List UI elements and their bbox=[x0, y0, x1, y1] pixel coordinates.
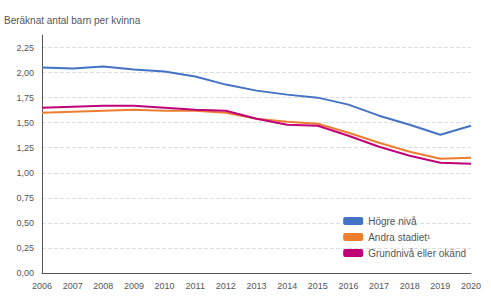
svg-text:2016: 2016 bbox=[338, 281, 358, 291]
svg-text:2007: 2007 bbox=[63, 281, 83, 291]
svg-text:2,00: 2,00 bbox=[16, 68, 34, 78]
svg-text:Beräknat antal barn per kvinna: Beräknat antal barn per kvinna bbox=[4, 15, 141, 26]
svg-text:1,00: 1,00 bbox=[16, 168, 34, 178]
svg-text:2008: 2008 bbox=[93, 281, 113, 291]
svg-text:0,00: 0,00 bbox=[16, 268, 34, 278]
svg-text:2009: 2009 bbox=[124, 281, 144, 291]
svg-text:2011: 2011 bbox=[186, 281, 205, 291]
svg-text:2015: 2015 bbox=[308, 281, 328, 291]
svg-text:1,25: 1,25 bbox=[16, 143, 34, 153]
svg-text:2020: 2020 bbox=[461, 281, 481, 291]
svg-text:2019: 2019 bbox=[430, 281, 450, 291]
svg-text:Högre nivå: Högre nivå bbox=[368, 216, 417, 227]
svg-text:0,25: 0,25 bbox=[16, 243, 34, 253]
svg-text:2013: 2013 bbox=[246, 281, 266, 291]
svg-text:2017: 2017 bbox=[369, 281, 389, 291]
svg-text:2006: 2006 bbox=[32, 281, 52, 291]
svg-text:2018: 2018 bbox=[400, 281, 420, 291]
svg-text:2,25: 2,25 bbox=[16, 43, 34, 53]
svg-text:Grundnivå eller okänd: Grundnivå eller okänd bbox=[368, 248, 466, 259]
svg-text:Andra stadiet¹: Andra stadiet¹ bbox=[368, 232, 431, 243]
svg-text:0,50: 0,50 bbox=[16, 218, 34, 228]
svg-text:2012: 2012 bbox=[216, 281, 236, 291]
svg-text:1,75: 1,75 bbox=[16, 93, 34, 103]
svg-text:2014: 2014 bbox=[277, 281, 297, 291]
svg-text:2010: 2010 bbox=[155, 281, 175, 291]
svg-text:0,75: 0,75 bbox=[16, 193, 34, 203]
svg-text:1,50: 1,50 bbox=[16, 118, 34, 128]
